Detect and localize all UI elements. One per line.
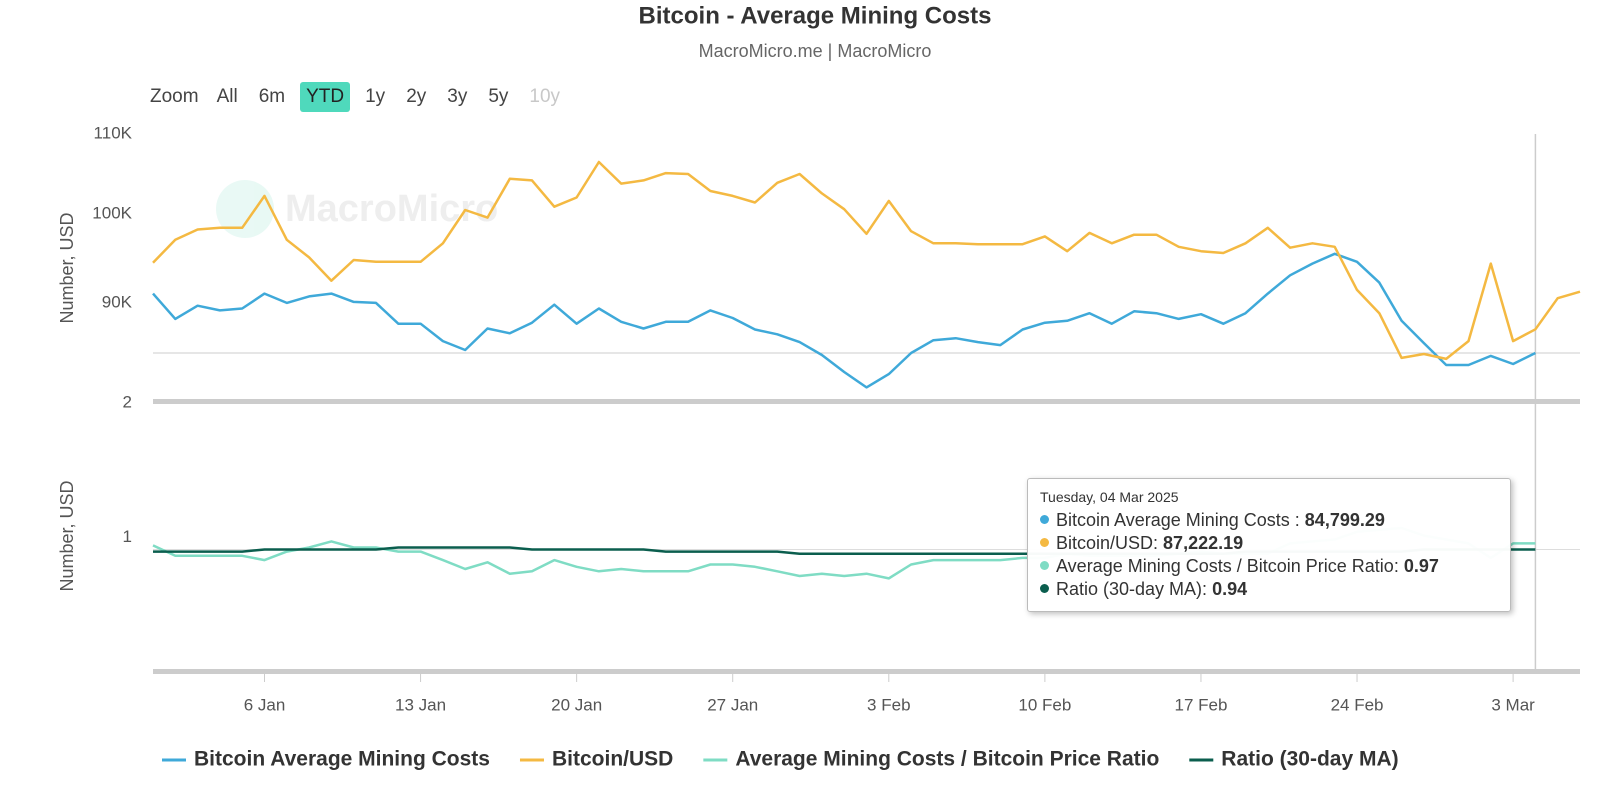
x-tick-label: 24 Feb [1331,695,1384,714]
y-tick-label: 90K [102,292,133,311]
tooltip: Tuesday, 04 Mar 2025 Bitcoin Average Min… [1027,478,1511,612]
range-button[interactable]: 5y [488,86,509,107]
x-tick-label: 6 Jan [244,695,286,714]
tooltip-label: Bitcoin/USD: [1056,533,1164,553]
series-line [152,160,1581,361]
legend-label[interactable]: Bitcoin Average Mining Costs [194,748,490,771]
tooltip-marker [1040,584,1049,593]
x-tick-label: 20 Jan [551,695,602,714]
watermark-icon [216,180,274,238]
tooltip-title: Tuesday, 04 Mar 2025 [1040,489,1179,505]
range-button: 10y [529,86,561,107]
tooltip-marker [1040,515,1049,524]
y-axis-title: Number, USD [57,212,77,323]
range-button[interactable]: 3y [447,86,468,107]
y2-tick-label: 1 [123,527,132,546]
tooltip-value: 84,799.29 [1304,510,1385,530]
y2-tick-label: 2 [123,392,132,411]
x-tick-label: 27 Jan [707,695,758,714]
chart-title: Bitcoin - Average Mining Costs [639,2,992,29]
y-tick-label: 100K [92,204,132,223]
range-selector-label: Zoom [150,86,199,107]
range-button[interactable]: All [216,86,238,107]
x-tick-label: 3 Mar [1491,695,1535,714]
tooltip-row: Average Mining Costs / Bitcoin Price Rat… [1040,555,1498,578]
x-tick-label: 3 Feb [867,695,910,714]
tooltip-value: 0.97 [1403,556,1439,576]
chart-subtitle: MacroMicro.me | MacroMicro [699,41,932,61]
tooltip-row: Bitcoin/USD: 87,222.19 [1040,532,1498,555]
y2-axis-title: Number, USD [57,480,77,591]
range-button[interactable]: 2y [406,86,427,107]
x-tick-label: 13 Jan [395,695,446,714]
series-line [152,252,1536,389]
tooltip-label: Bitcoin Average Mining Costs : [1056,510,1305,530]
tooltip-label: Average Mining Costs / Bitcoin Price Rat… [1056,556,1404,576]
legend-label[interactable]: Average Mining Costs / Bitcoin Price Rat… [735,748,1159,771]
pane-border [153,399,1580,404]
tooltip-label: Ratio (30-day MA): [1056,579,1213,599]
watermark-text: MacroMicro [285,188,498,230]
tooltip-marker [1040,538,1049,547]
range-button[interactable]: 1y [365,86,386,107]
pane-border [153,669,1580,674]
tooltip-value: 0.94 [1212,579,1248,599]
tooltip-marker [1040,561,1049,570]
tooltip-row: Ratio (30-day MA): 0.94 [1040,578,1498,601]
watermark: MacroMicro [216,180,498,238]
x-tick-label: 17 Feb [1174,695,1227,714]
legend-label[interactable]: Bitcoin/USD [552,748,673,771]
range-selector: Zoom All 6m YTD 1y 2y 3y 5y 10y [150,82,575,112]
range-button[interactable]: YTD [300,82,351,112]
tooltip-value: 87,222.19 [1163,533,1244,553]
range-button[interactable]: 6m [258,86,286,107]
x-tick-label: 10 Feb [1018,695,1071,714]
tooltip-row: Bitcoin Average Mining Costs : 84,799.29 [1040,509,1498,532]
y-tick-label: 110K [94,123,133,142]
legend-label[interactable]: Ratio (30-day MA) [1221,748,1398,771]
